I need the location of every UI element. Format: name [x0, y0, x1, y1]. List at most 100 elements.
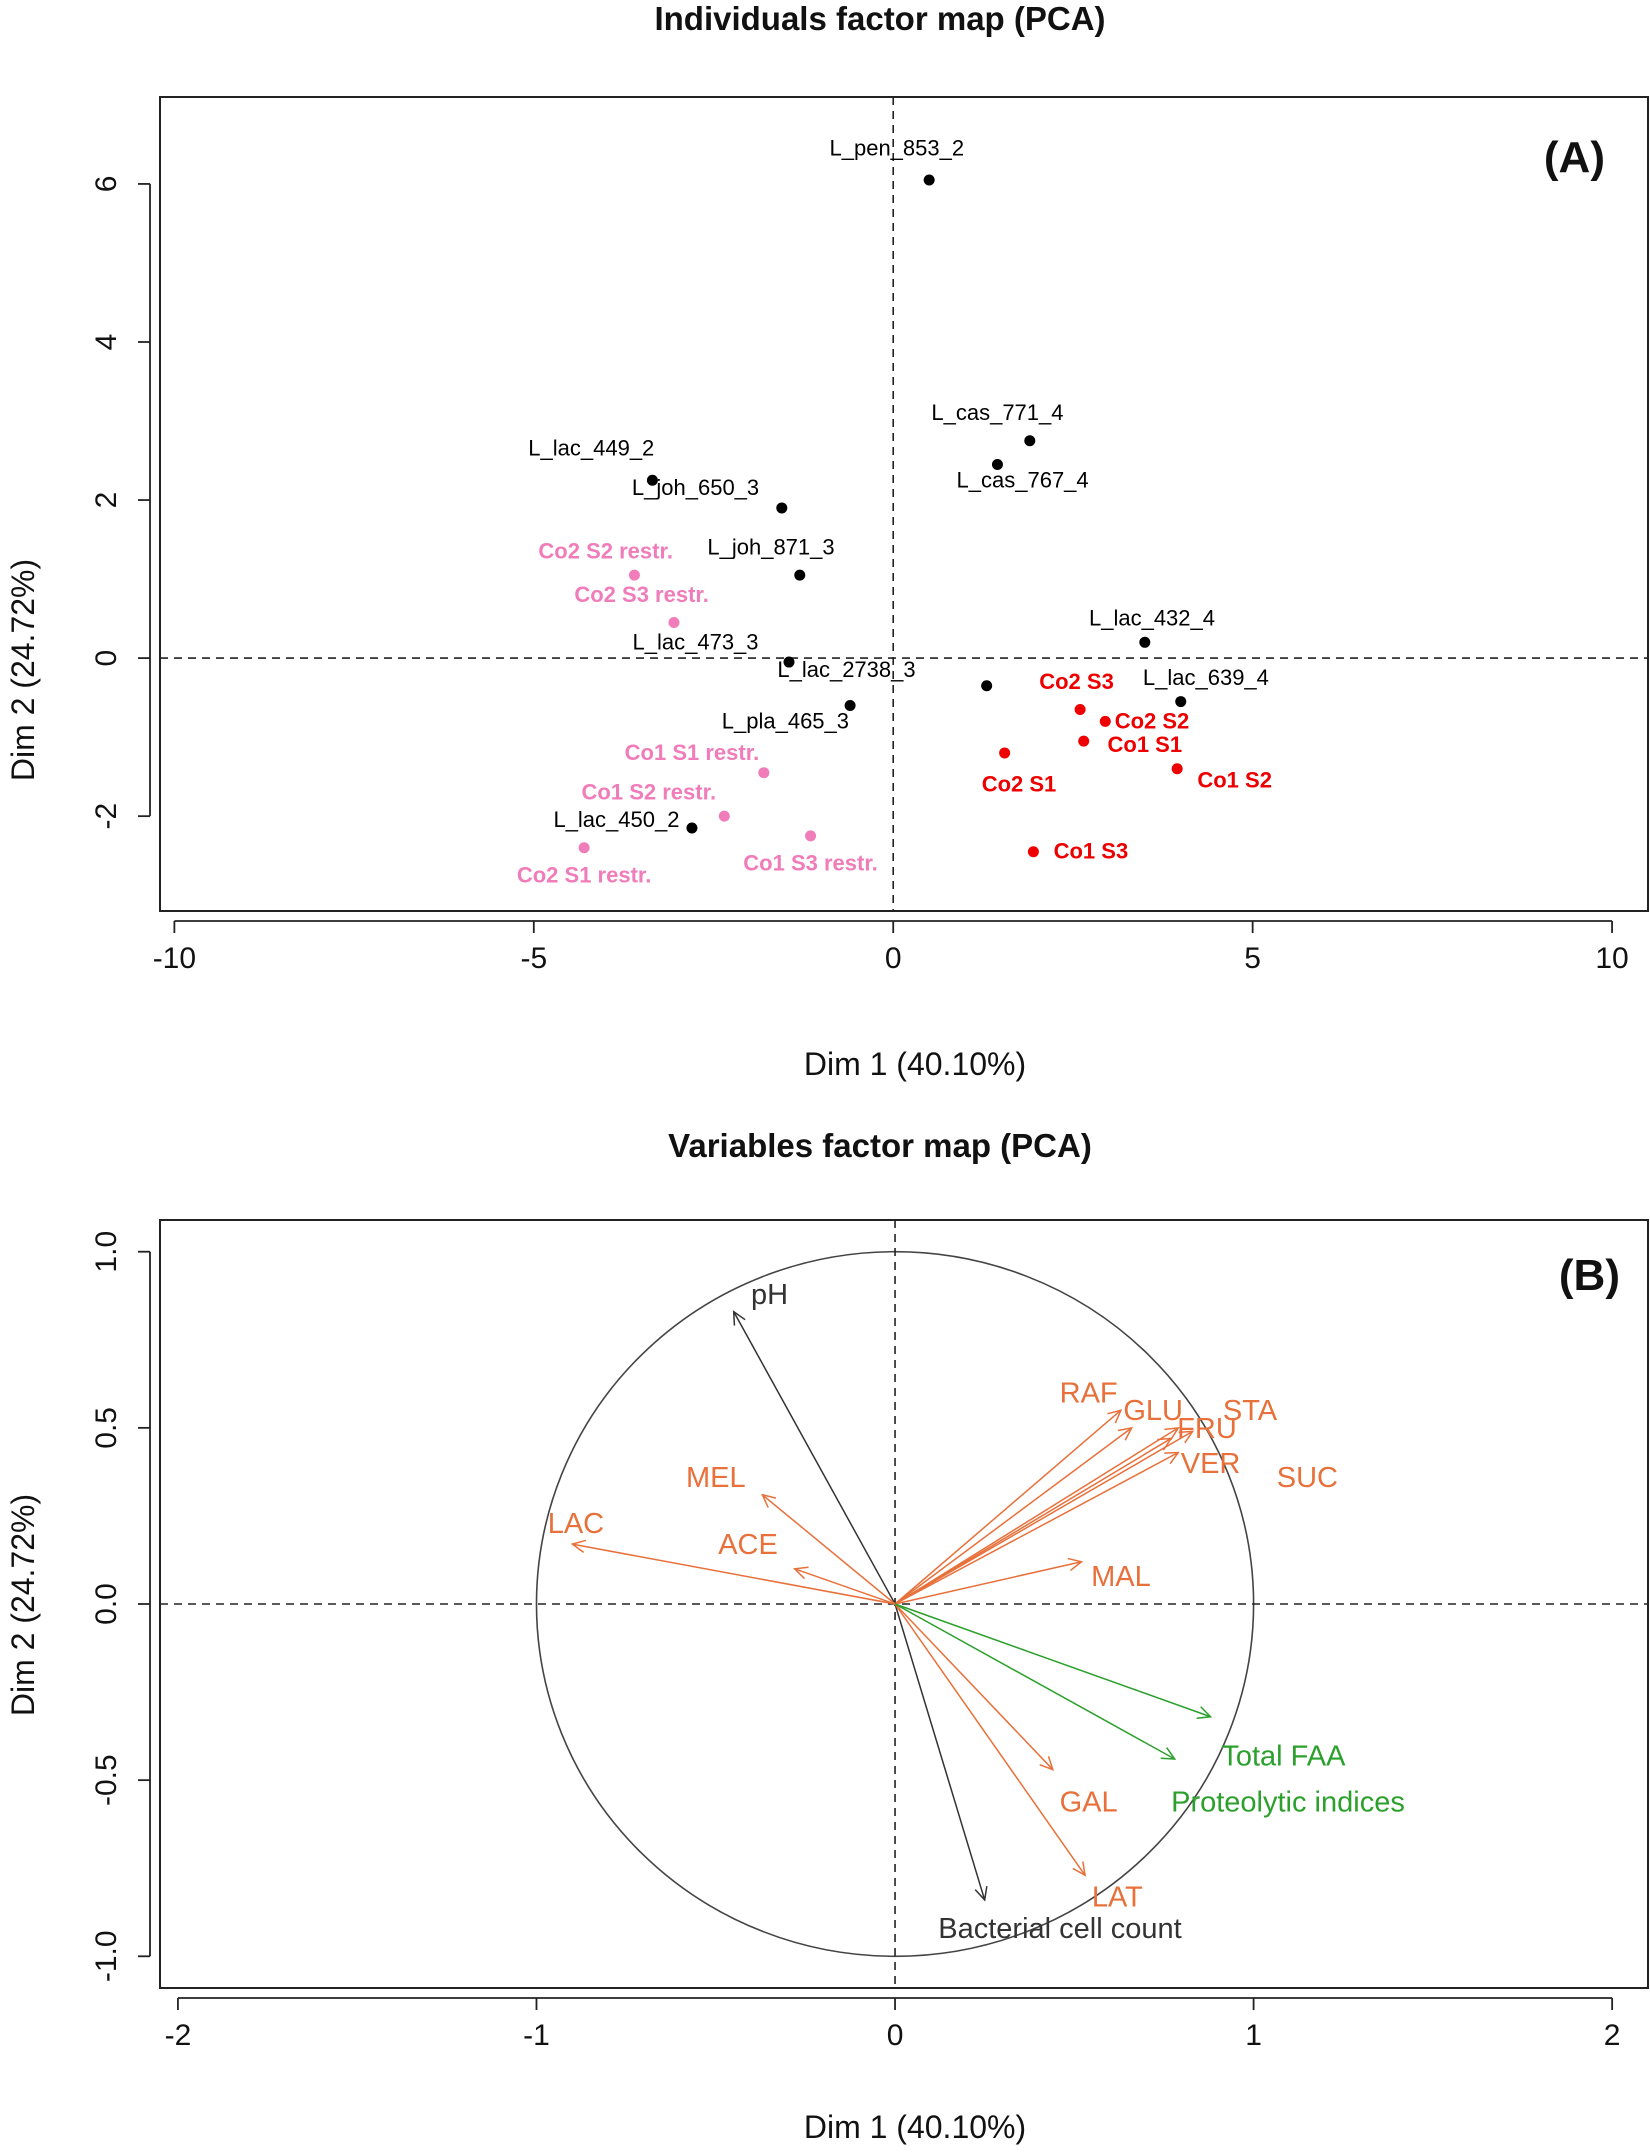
point-label: Co2 S1 restr. [517, 862, 652, 887]
chart-title-a: Individuals factor map (PCA) [654, 0, 1105, 37]
point-label: L_lac_432_4 [1089, 606, 1215, 631]
x-axis-title-b: Dim 1 (40.10%) [804, 2109, 1026, 2145]
x-tick-label-a: 10 [1595, 942, 1628, 975]
variable-arrow: LAT [894, 1603, 1143, 1913]
point-label: L_lac_639_4 [1143, 665, 1269, 690]
arrow-shaft [894, 1427, 1179, 1605]
x-tick-label-a: 0 [885, 942, 902, 975]
variable-arrow: pH [732, 1279, 896, 1605]
arrow-head [793, 1566, 809, 1580]
point-label: Co2 S2 restr. [538, 538, 673, 563]
arrow-head [1117, 1426, 1134, 1441]
variable-arrow: GLU [894, 1395, 1183, 1605]
point-marker [718, 810, 730, 822]
y-tick-label-a: 0 [90, 650, 123, 667]
x-tick-label-b: 0 [887, 2019, 904, 2052]
variable-arrow: MEL [686, 1462, 896, 1605]
y-tick-label-b: 1.0 [90, 1231, 123, 1273]
point-label: L_cas_767_4 [957, 467, 1089, 492]
point-label: Co2 S3 [1039, 669, 1114, 694]
panel-label-b: (B) [1559, 1251, 1620, 1300]
variable-label: Proteolytic indices [1171, 1786, 1405, 1818]
variable-arrow: GAL [894, 1603, 1118, 1818]
point-label: Co1 S1 [1108, 732, 1183, 757]
variable-arrow: SUC [894, 1430, 1338, 1605]
chart-title-b: Variables factor map (PCA) [668, 1127, 1092, 1164]
arrow-shaft [572, 1543, 896, 1605]
arrow-head [1164, 1426, 1180, 1441]
point-marker [794, 569, 806, 581]
x-tick-label-b: -2 [165, 2019, 192, 2052]
x-tick-label-b: -1 [523, 2019, 550, 2052]
y-axis-a: -2 0 2 4 6 [90, 176, 151, 830]
point-marker [1027, 846, 1039, 858]
arrow-shaft [894, 1603, 986, 1901]
variable-label: STA [1223, 1395, 1278, 1427]
arrow-head [1178, 1430, 1195, 1444]
point-marker [783, 656, 795, 668]
arrow-shaft [794, 1568, 896, 1605]
arrow-head [732, 1310, 746, 1326]
variable-arrow: MAL [894, 1557, 1151, 1605]
y-tick-label-a: -2 [90, 803, 123, 830]
point-marker [578, 842, 590, 854]
point-label: L_lac_450_2 [553, 807, 679, 832]
variable-arrow: Total FAA [894, 1603, 1346, 1772]
arrow-head [761, 1493, 777, 1508]
point-marker [981, 680, 993, 692]
point-label: Co2 S1 [982, 772, 1057, 797]
reference-lines-a [160, 97, 1648, 911]
variables-factor-map: Variables factor map (PCA) (B) Dim 1 (40… [5, 1127, 1649, 2145]
panel-label-a: (A) [1544, 133, 1605, 182]
x-axis-b: -2 -1 0 1 2 [165, 1997, 1621, 2052]
variable-label: GAL [1060, 1786, 1118, 1818]
variable-arrow: STA [894, 1395, 1278, 1605]
arrow-head [1164, 1451, 1180, 1465]
arrow-shaft [894, 1603, 1176, 1760]
arrow-head [1107, 1409, 1123, 1424]
point-marker [999, 747, 1011, 759]
point-marker [776, 502, 788, 514]
arrow-shaft [894, 1451, 1179, 1605]
point-label: Co1 S1 restr. [625, 740, 760, 765]
individuals-factor-map: Individuals factor map (PCA) (A) Dim 1 (… [5, 0, 1649, 1082]
x-axis-title-a: Dim 1 (40.10%) [804, 1046, 1026, 1082]
y-tick-label-a: 2 [90, 492, 123, 509]
arrow-shaft [733, 1311, 896, 1605]
variable-arrow: Bacterial cell count [894, 1603, 1182, 1945]
variable-arrow: ACE [718, 1529, 896, 1605]
x-tick-label-a: -10 [153, 942, 196, 975]
x-tick-label-b: 2 [1604, 2019, 1621, 2052]
variable-arrow: Proteolytic indices [894, 1603, 1405, 1818]
point-marker [628, 569, 640, 581]
y-axis-title-a: Dim 2 (24.72%) [5, 559, 41, 781]
point-marker [1139, 636, 1151, 648]
point-marker [1024, 435, 1036, 447]
variable-label: ACE [718, 1529, 778, 1561]
point-marker [758, 767, 770, 779]
arrow-shaft [894, 1603, 1086, 1876]
point-label: Co1 S2 [1197, 768, 1272, 793]
x-tick-label-a: -5 [520, 942, 547, 975]
variable-label: SUC [1277, 1462, 1338, 1494]
arrow-head [1072, 1861, 1087, 1877]
arrow-head [1196, 1706, 1213, 1719]
y-axis-b: -1.0 -0.5 0.0 0.5 1.0 [90, 1231, 151, 1982]
point-label: L_lac_473_3 [633, 629, 759, 654]
point-marker [1099, 715, 1111, 727]
variable-label: MEL [686, 1462, 746, 1494]
variable-label: MAL [1091, 1561, 1151, 1593]
arrow-head [1160, 1747, 1177, 1760]
x-tick-label-b: 1 [1245, 2019, 1262, 2052]
arrow-shaft [761, 1494, 896, 1605]
point-label: L_pen_853_2 [830, 135, 965, 160]
y-tick-label-a: 6 [90, 176, 123, 193]
point-marker [1074, 703, 1086, 715]
y-tick-label-b: 0.5 [90, 1407, 123, 1449]
variable-arrow: RAF [894, 1378, 1123, 1605]
plot-frame-a [159, 96, 1649, 912]
variable-arrow: VER [894, 1448, 1240, 1605]
variable-label: RAF [1060, 1378, 1118, 1410]
